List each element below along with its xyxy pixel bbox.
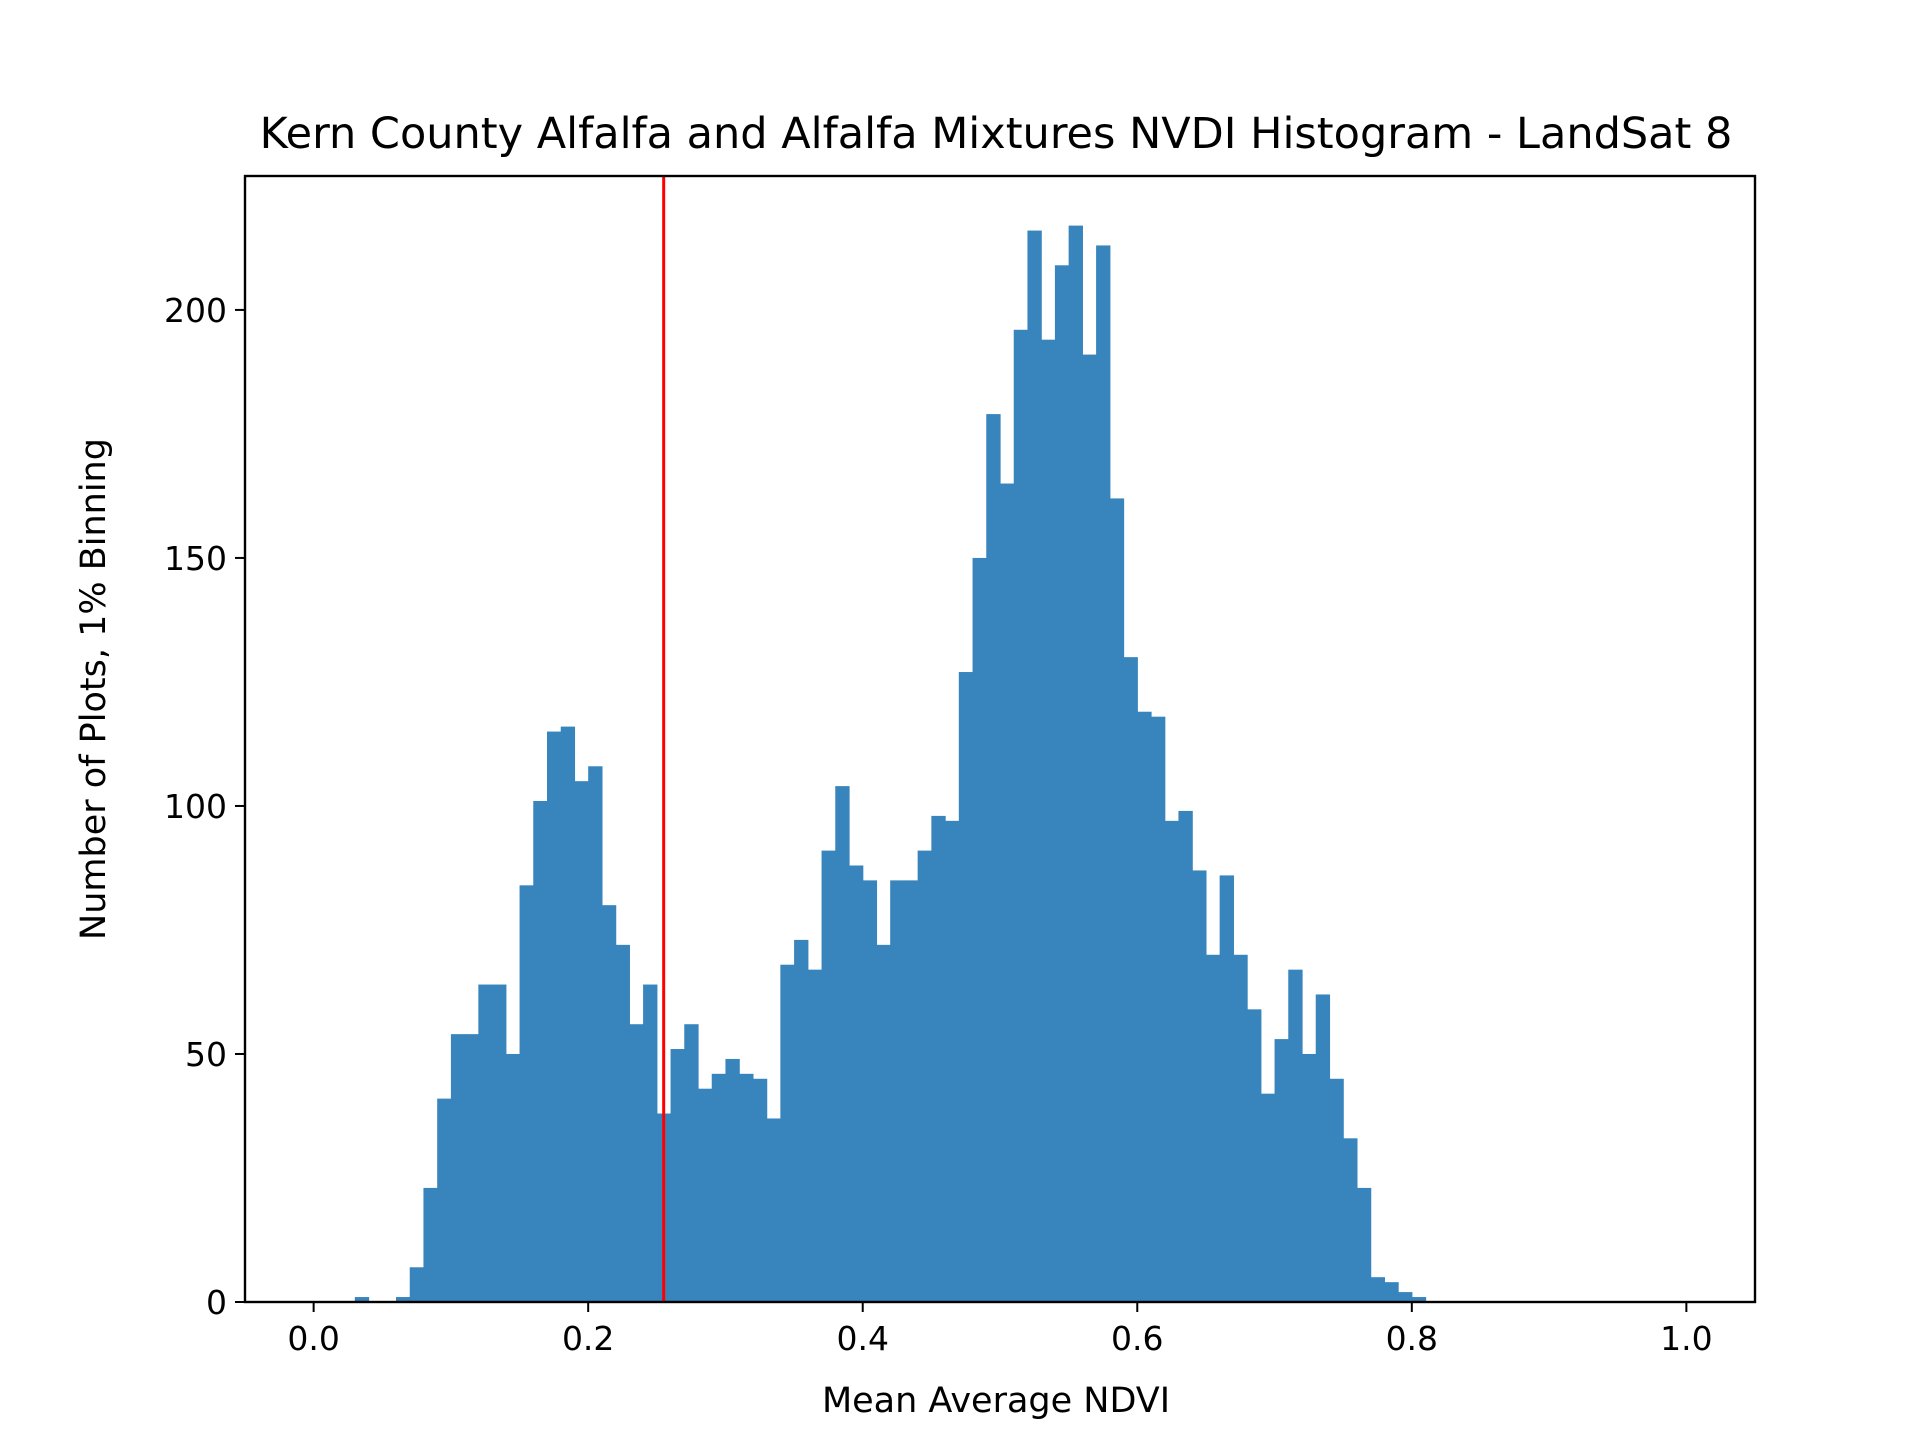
y-tick-label: 150	[164, 539, 227, 578]
x-tick-label: 0.6	[1111, 1319, 1163, 1358]
plot-frame	[243, 174, 1757, 1304]
histogram-bar	[519, 885, 534, 1302]
histogram-bar	[862, 880, 878, 1302]
histogram-bar	[1054, 265, 1070, 1302]
y-tick-label: 50	[185, 1035, 227, 1074]
histogram-bar	[835, 786, 850, 1302]
histogram-bar	[1137, 711, 1152, 1302]
histogram-bar	[1343, 1138, 1358, 1302]
histogram-bar	[1233, 954, 1248, 1302]
histogram-bar	[1192, 870, 1207, 1302]
histogram-bar	[931, 815, 946, 1302]
histogram-bar	[547, 731, 562, 1302]
histogram-bar	[533, 801, 548, 1302]
histogram-bar	[1370, 1277, 1385, 1302]
histogram-bar	[1109, 498, 1125, 1302]
histogram-bar	[670, 1049, 685, 1302]
x-tick-label: 0.2	[562, 1319, 614, 1358]
histogram-bar	[1274, 1039, 1289, 1302]
x-tick-label: 0.8	[1386, 1319, 1438, 1358]
histogram-bar	[574, 781, 589, 1302]
histogram-bar	[766, 1118, 781, 1302]
histogram-bar	[794, 939, 809, 1302]
histogram-bar	[1013, 329, 1029, 1302]
histogram-bar	[505, 1053, 521, 1302]
histogram-bar	[409, 1267, 425, 1302]
histogram-bar	[684, 1024, 699, 1302]
histogram-bar	[903, 880, 919, 1302]
histogram-bar	[1329, 1078, 1344, 1302]
histogram-bar	[1398, 1292, 1413, 1302]
histogram-bar	[423, 1187, 438, 1302]
histogram-bar	[1411, 1297, 1427, 1302]
histogram-bar	[780, 964, 795, 1302]
x-tick-label: 1.0	[1660, 1319, 1712, 1358]
y-axis-ticks: 0 50 100 150 200	[164, 291, 245, 1322]
histogram-bar	[1027, 230, 1042, 1302]
histogram-bar	[1082, 354, 1097, 1302]
y-tick-label: 200	[164, 291, 227, 330]
histogram-bar	[698, 1088, 713, 1302]
histogram-bar	[1260, 1093, 1276, 1302]
histogram-bar	[1205, 954, 1221, 1302]
histogram-bar	[629, 1024, 644, 1302]
histogram-bar	[1178, 810, 1193, 1302]
histogram-bar	[615, 944, 630, 1302]
histogram-bar	[588, 766, 603, 1302]
histogram-bar	[849, 865, 864, 1302]
histogram-bar	[1315, 994, 1331, 1302]
histogram-bar	[1000, 483, 1015, 1302]
x-axis-ticks: 0.0 0.2 0.4 0.6 0.8 1.0	[287, 1302, 1713, 1358]
histogram-bar	[972, 557, 987, 1302]
histogram-bar	[396, 1297, 411, 1302]
histogram-bar	[601, 905, 617, 1302]
histogram-bar	[890, 880, 905, 1302]
histogram-bar	[1302, 1053, 1317, 1302]
histogram-bar	[1041, 339, 1056, 1302]
y-tick-label: 100	[164, 787, 227, 826]
histogram-bar	[1151, 716, 1166, 1302]
histogram-bar	[1068, 225, 1083, 1303]
histogram-bar	[1164, 820, 1180, 1302]
histogram-bar	[917, 850, 932, 1302]
histogram-bar	[560, 726, 576, 1302]
histogram-bar	[478, 984, 493, 1302]
histogram-bar	[464, 1034, 479, 1302]
bars-group	[354, 225, 1427, 1303]
y-tick-label: 0	[206, 1283, 227, 1322]
histogram-bar	[725, 1058, 740, 1302]
histogram-bar	[492, 984, 507, 1302]
chart-title: Kern County Alfalfa and Alfalfa Mixtures…	[260, 109, 1733, 159]
histogram-bar	[711, 1073, 727, 1302]
histogram-bar	[1247, 1009, 1262, 1302]
histogram-bar	[739, 1073, 754, 1302]
histogram-bar	[945, 820, 960, 1302]
histogram-bar	[958, 672, 974, 1302]
histogram-bar	[876, 944, 891, 1302]
x-tick-label: 0.4	[836, 1319, 888, 1358]
histogram-bar	[437, 1098, 452, 1302]
histogram-bar	[450, 1034, 466, 1302]
histogram-bar	[1384, 1282, 1399, 1302]
histogram-bar	[1219, 875, 1234, 1302]
histogram-bar	[1096, 245, 1111, 1303]
histogram-bar	[354, 1297, 370, 1302]
x-axis-label: Mean Average NDVI	[822, 1381, 1170, 1421]
histogram-bar	[807, 969, 823, 1302]
y-axis-label: Number of Plots, 1% Binning	[74, 438, 114, 940]
histogram-bar	[821, 850, 836, 1302]
x-tick-label: 0.0	[287, 1319, 339, 1358]
histogram-bar	[643, 984, 658, 1302]
histogram-bar	[1288, 969, 1303, 1302]
histogram-bar	[986, 414, 1001, 1303]
histogram-bar	[752, 1078, 768, 1302]
histogram-bar	[1123, 657, 1138, 1302]
histogram-bar	[1356, 1187, 1372, 1302]
